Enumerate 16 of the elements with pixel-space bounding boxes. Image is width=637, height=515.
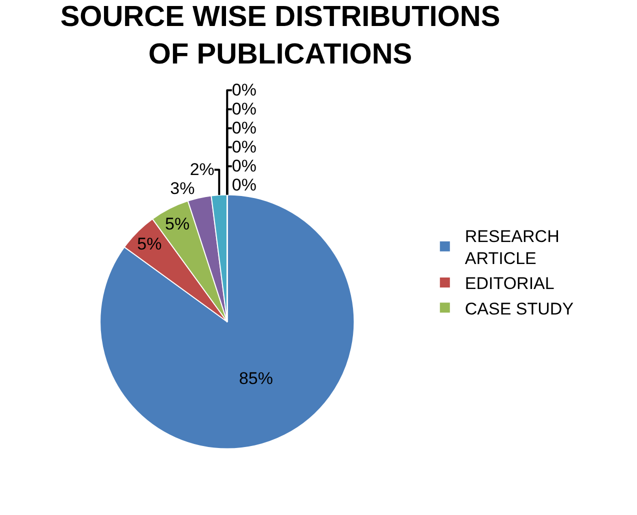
data-label: 5%: [137, 234, 162, 254]
text: 0%: [232, 138, 256, 157]
text: 0%: [232, 100, 256, 119]
data-label: 2%: [190, 160, 214, 180]
text: 0%: [232, 156, 256, 176]
pie-slice: [100, 194, 355, 450]
legend-label: RESEARCH ARTICLE: [464, 226, 560, 268]
chart-title: SOURCE WISE DISTRIBUTIONS OF PUBLICATIONS: [60, 0, 500, 70]
data-label: 3%: [170, 179, 195, 198]
text: 0%: [232, 176, 256, 195]
text: 0%: [232, 80, 256, 100]
data-label: 5%: [164, 214, 190, 234]
legend-label: EDITORIAL: [464, 274, 554, 294]
legend-label: CASE STUDY: [464, 299, 574, 318]
data-label: 85%: [238, 368, 274, 388]
text: 0%: [232, 118, 256, 138]
